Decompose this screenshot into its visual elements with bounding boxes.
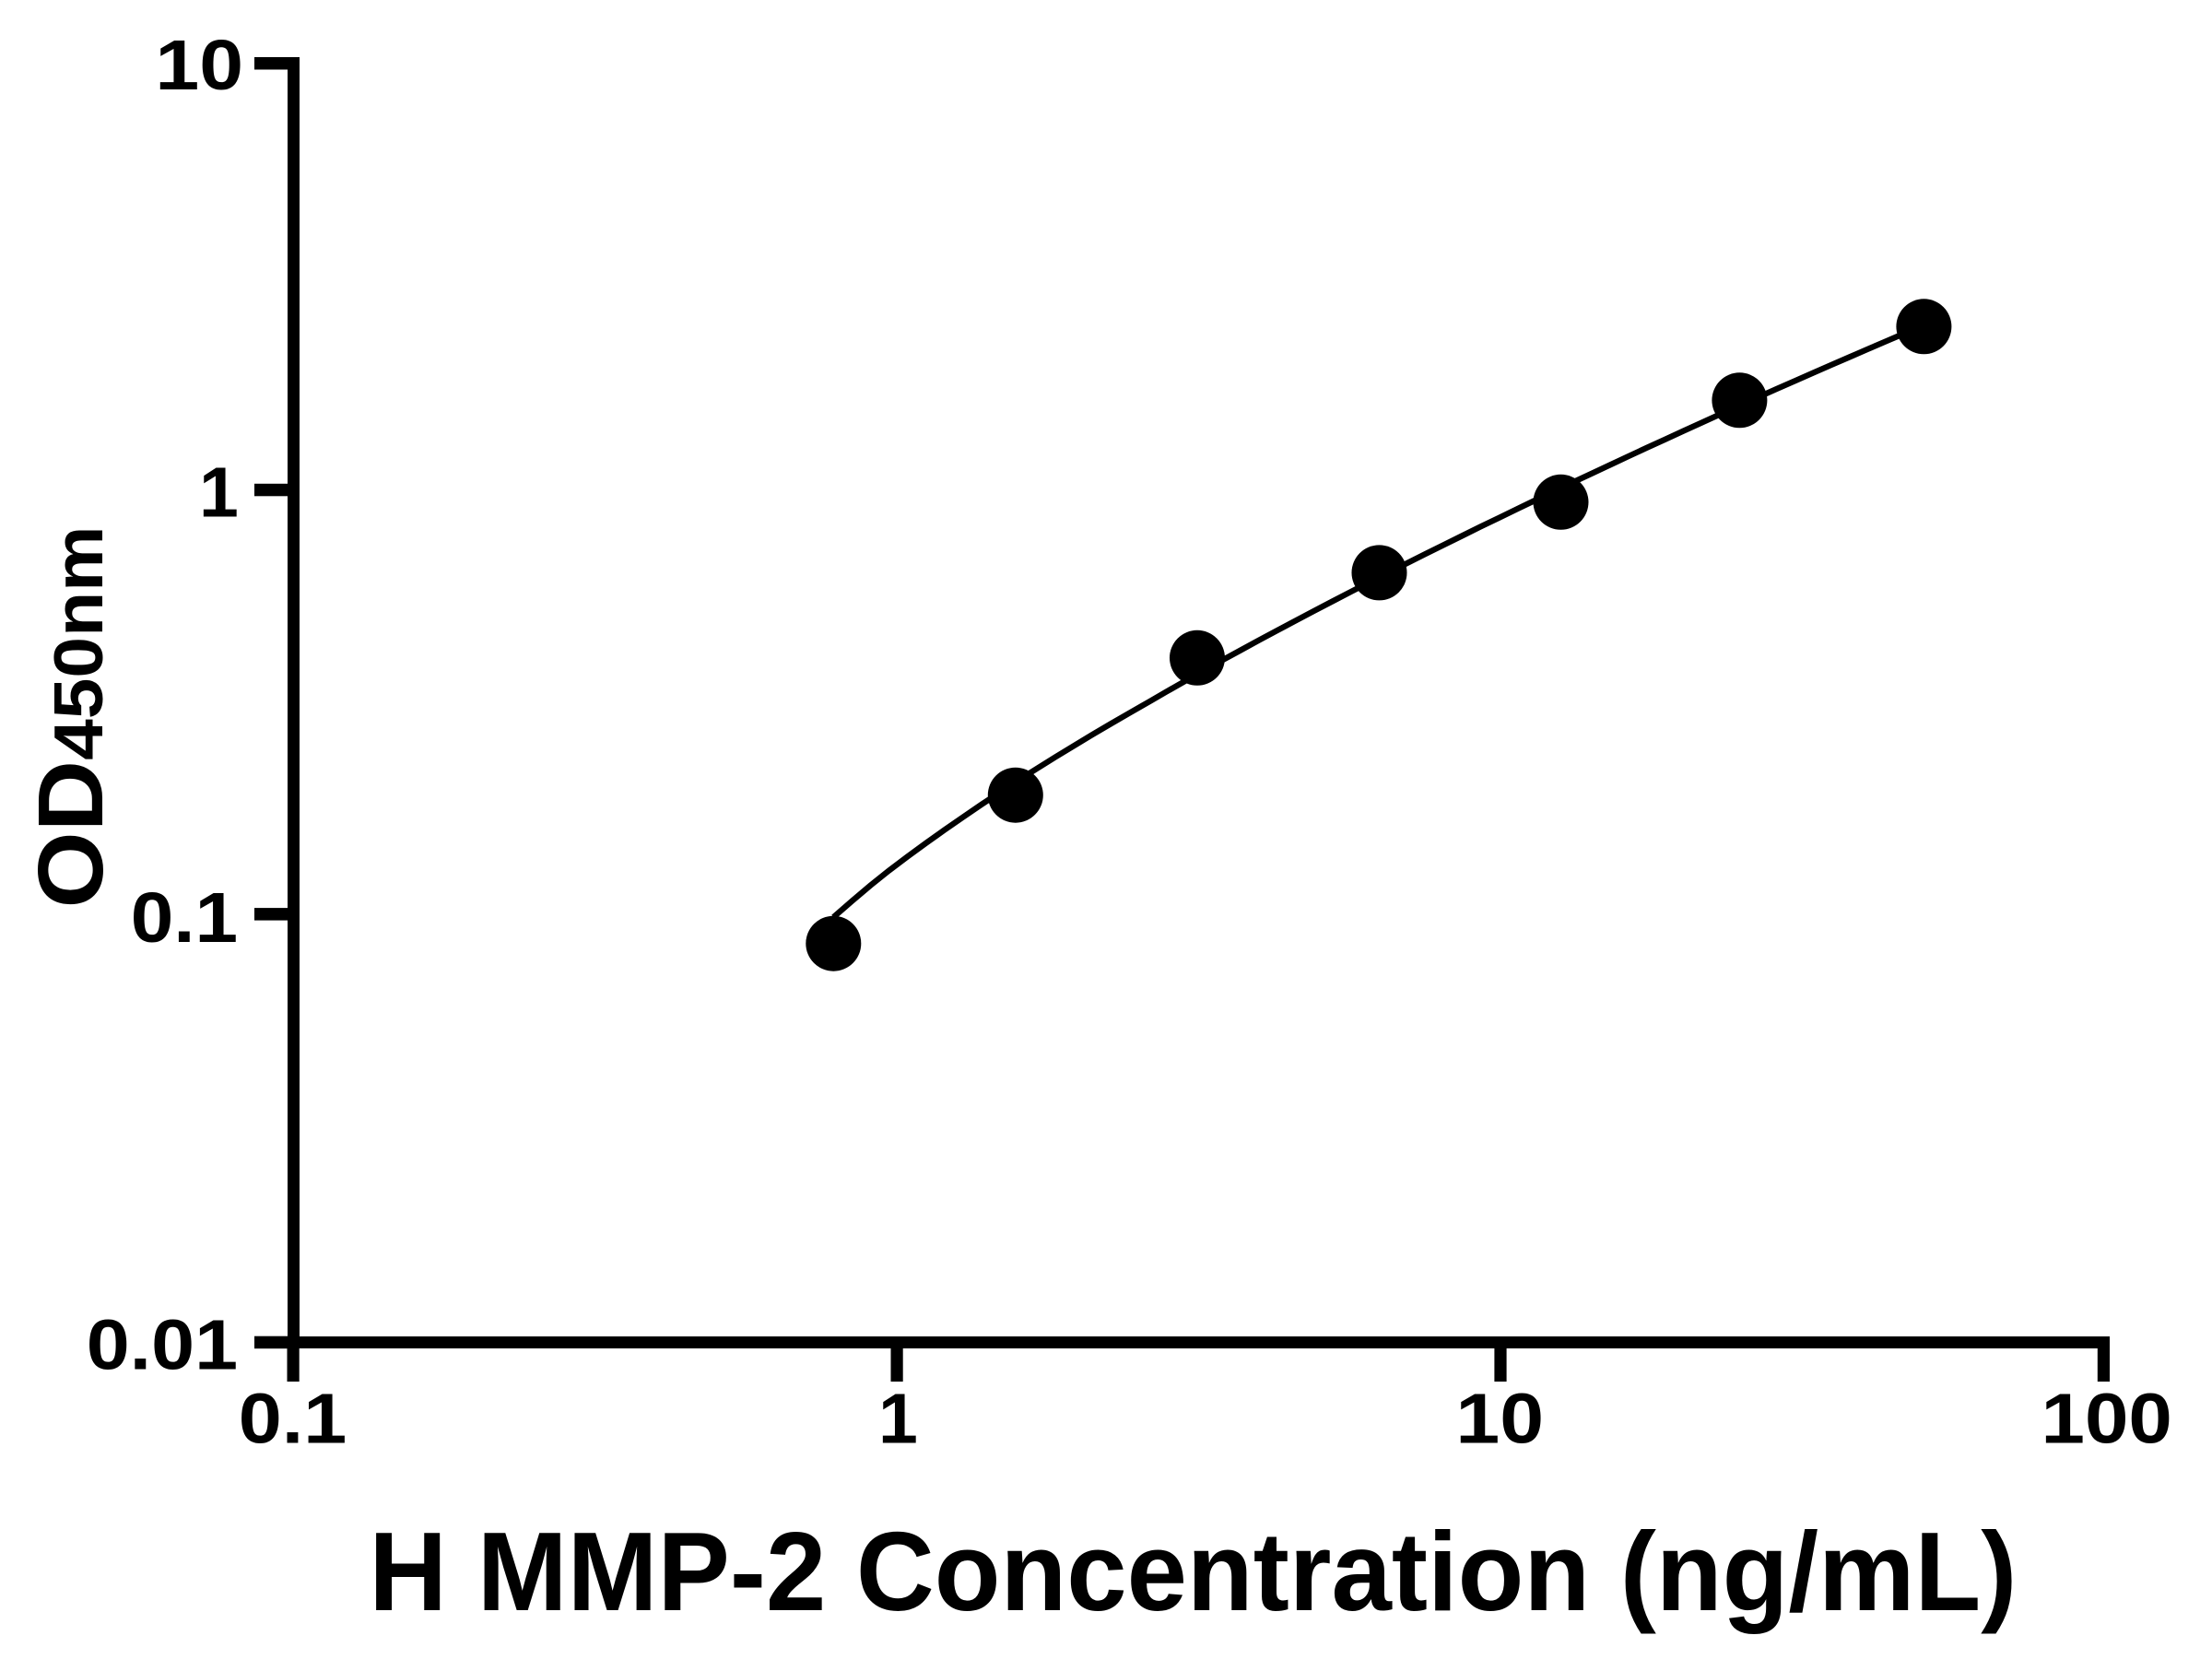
svg-text:1: 1 (878, 1380, 918, 1459)
svg-text:10: 10 (155, 26, 243, 105)
svg-text:0.01: 0.01 (87, 1306, 238, 1385)
svg-text:0.1: 0.1 (131, 878, 238, 958)
svg-text:0.1: 0.1 (239, 1380, 347, 1459)
svg-text:10: 10 (1455, 1380, 1544, 1459)
svg-text:H MMP-2 Concentration (ng/mL): H MMP-2 Concentration (ng/mL) (369, 1510, 2017, 1634)
svg-text:1: 1 (199, 453, 239, 533)
svg-text:100: 100 (2041, 1379, 2172, 1458)
